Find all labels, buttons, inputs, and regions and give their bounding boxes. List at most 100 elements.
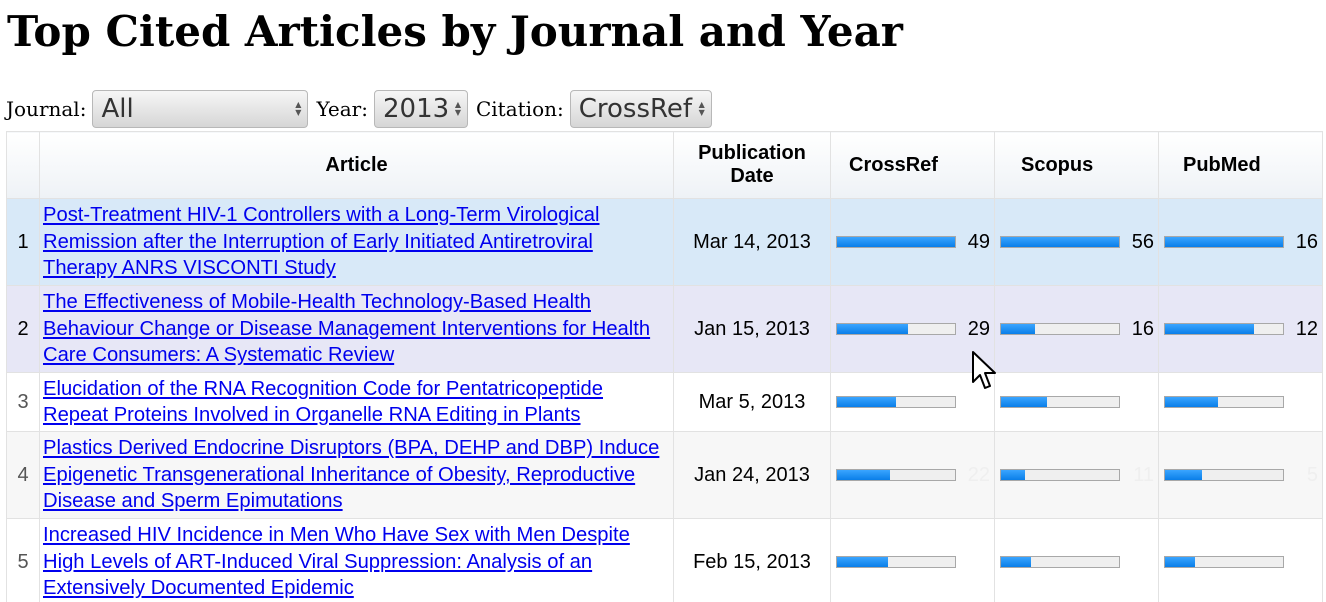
publication-date: Mar 5, 2013 bbox=[673, 372, 831, 432]
pubmed-cell: 5 bbox=[1158, 431, 1323, 519]
crossref-cell: 49 bbox=[830, 198, 995, 286]
crossref-count: 29 bbox=[967, 317, 990, 340]
scopus-cell: 16 bbox=[994, 285, 1159, 373]
crossref-header[interactable]: CrossRef bbox=[830, 131, 995, 199]
scopus-cell: 56 bbox=[994, 198, 1159, 286]
filter-bar: Journal: All ▲ ▼ Year: 2013 ▲ ▼ Citation: … bbox=[6, 89, 720, 129]
scopus-cell bbox=[994, 518, 1159, 602]
pubmed-count: 5 bbox=[1306, 463, 1318, 486]
crossref-bar bbox=[836, 396, 956, 408]
year-select-value: 2013 bbox=[382, 94, 450, 124]
publication-date: Jan 24, 2013 bbox=[673, 431, 831, 519]
select-arrows-icon: ▲ ▼ bbox=[698, 100, 705, 117]
scopus-bar-fill bbox=[1001, 557, 1031, 567]
citation-select-value: CrossRef bbox=[578, 94, 693, 124]
pubmed-bar bbox=[1164, 469, 1284, 481]
crossref-cell: 29 bbox=[830, 285, 995, 373]
pubmed-bar bbox=[1164, 556, 1284, 568]
pubmed-bar-fill bbox=[1165, 470, 1202, 480]
scopus-bar-fill bbox=[1001, 397, 1048, 407]
table-row[interactable]: 1 Post-Treatment HIV-1 Controllers with a… bbox=[6, 198, 1323, 286]
article-title-link[interactable]: Elucidation of the RNA Recognition Code … bbox=[43, 377, 603, 427]
journal-select-value: All bbox=[101, 94, 134, 124]
rank-header bbox=[6, 131, 40, 199]
pubmed-count: 12 bbox=[1295, 317, 1318, 340]
article-title-link[interactable]: Plastics Derived Endocrine Disruptors (B… bbox=[43, 437, 660, 513]
row-rank: 1 bbox=[6, 198, 40, 286]
pubmed-bar bbox=[1164, 396, 1284, 408]
crossref-bar bbox=[836, 469, 956, 481]
publication-date-header[interactable]: Publication Date bbox=[673, 131, 831, 199]
year-select[interactable]: 2013 ▲ ▼ bbox=[373, 90, 468, 128]
article-cell: Elucidation of the RNA Recognition Code … bbox=[39, 372, 674, 432]
pubmed-cell bbox=[1158, 372, 1323, 432]
scopus-header[interactable]: Scopus bbox=[994, 131, 1159, 199]
crossref-bar-fill bbox=[837, 397, 896, 407]
row-rank: 4 bbox=[6, 431, 40, 519]
crossref-bar-fill bbox=[837, 237, 955, 247]
scopus-count: 56 bbox=[1131, 230, 1154, 253]
crossref-bar-fill bbox=[837, 557, 888, 567]
pubmed-cell: 12 bbox=[1158, 285, 1323, 373]
year-label: Year: bbox=[316, 97, 368, 121]
publication-date: Jan 15, 2013 bbox=[673, 285, 831, 373]
pubmed-cell: 16 bbox=[1158, 198, 1323, 286]
pubmed-bar-fill bbox=[1165, 237, 1283, 247]
scopus-bar bbox=[1000, 396, 1120, 408]
pubmed-bar-fill bbox=[1165, 397, 1219, 407]
article-cell: Increased HIV Incidence in Men Who Have … bbox=[39, 518, 674, 602]
article-cell: Plastics Derived Endocrine Disruptors (B… bbox=[39, 431, 674, 519]
crossref-bar bbox=[836, 323, 956, 335]
table-header-row: Article Publication Date CrossRef Scopus… bbox=[6, 131, 1323, 199]
article-title-link[interactable]: The Effectiveness of Mobile-Health Techn… bbox=[43, 291, 651, 367]
crossref-bar-fill bbox=[837, 324, 908, 334]
scopus-bar-fill bbox=[1001, 324, 1036, 334]
row-rank: 3 bbox=[6, 372, 40, 432]
results-table: Article Publication Date CrossRef Scopus… bbox=[6, 131, 1323, 602]
article-cell: Post-Treatment HIV-1 Controllers with a … bbox=[39, 198, 674, 286]
crossref-count: 49 bbox=[967, 230, 990, 253]
article-title-link[interactable]: Increased HIV Incidence in Men Who Have … bbox=[43, 524, 630, 600]
citation-select[interactable]: CrossRef ▲ ▼ bbox=[569, 90, 712, 128]
scopus-bar bbox=[1000, 236, 1120, 248]
crossref-cell: 22 bbox=[830, 431, 995, 519]
row-rank: 5 bbox=[6, 518, 40, 602]
scopus-cell: 11 bbox=[994, 431, 1159, 519]
journal-label: Journal: bbox=[6, 97, 87, 121]
pubmed-bar bbox=[1164, 236, 1284, 248]
scopus-bar bbox=[1000, 556, 1120, 568]
scopus-bar-fill bbox=[1001, 470, 1025, 480]
row-rank: 2 bbox=[6, 285, 40, 373]
crossref-bar bbox=[836, 236, 956, 248]
pubmed-bar bbox=[1164, 323, 1284, 335]
select-arrows-icon: ▲ ▼ bbox=[295, 100, 302, 117]
page-title: Top Cited Articles by Journal and Year bbox=[7, 7, 903, 56]
journal-select[interactable]: All ▲ ▼ bbox=[92, 90, 309, 128]
crossref-cell bbox=[830, 372, 995, 432]
article-cell: The Effectiveness of Mobile-Health Techn… bbox=[39, 285, 674, 373]
scopus-bar bbox=[1000, 323, 1120, 335]
article-header[interactable]: Article bbox=[39, 131, 674, 199]
scopus-bar-fill bbox=[1001, 237, 1119, 247]
pubmed-cell bbox=[1158, 518, 1323, 602]
pubmed-count: 16 bbox=[1295, 230, 1318, 253]
crossref-count: 22 bbox=[967, 463, 990, 486]
article-title-link[interactable]: Post-Treatment HIV-1 Controllers with a … bbox=[43, 204, 600, 280]
publication-date: Feb 15, 2013 bbox=[673, 518, 831, 602]
pubmed-header[interactable]: PubMed bbox=[1158, 131, 1323, 199]
pubmed-bar-fill bbox=[1165, 324, 1254, 334]
scopus-count: 11 bbox=[1133, 463, 1154, 486]
mouse-cursor-icon bbox=[972, 351, 996, 389]
crossref-cell bbox=[830, 518, 995, 602]
citation-label: Citation: bbox=[475, 97, 564, 121]
publication-date: Mar 14, 2013 bbox=[673, 198, 831, 286]
table-row[interactable]: 3 Elucidation of the RNA Recognition Code… bbox=[6, 372, 1323, 432]
table-row[interactable]: 2 The Effectiveness of Mobile-Health Tech… bbox=[6, 285, 1323, 373]
table-row[interactable]: 4 Plastics Derived Endocrine Disruptors (… bbox=[6, 431, 1323, 519]
crossref-bar bbox=[836, 556, 956, 568]
scopus-cell bbox=[994, 372, 1159, 432]
crossref-bar-fill bbox=[837, 470, 891, 480]
scopus-bar bbox=[1000, 469, 1120, 481]
select-arrows-icon: ▲ ▼ bbox=[454, 100, 461, 117]
table-row[interactable]: 5 Increased HIV Incidence in Men Who Have… bbox=[6, 518, 1323, 602]
